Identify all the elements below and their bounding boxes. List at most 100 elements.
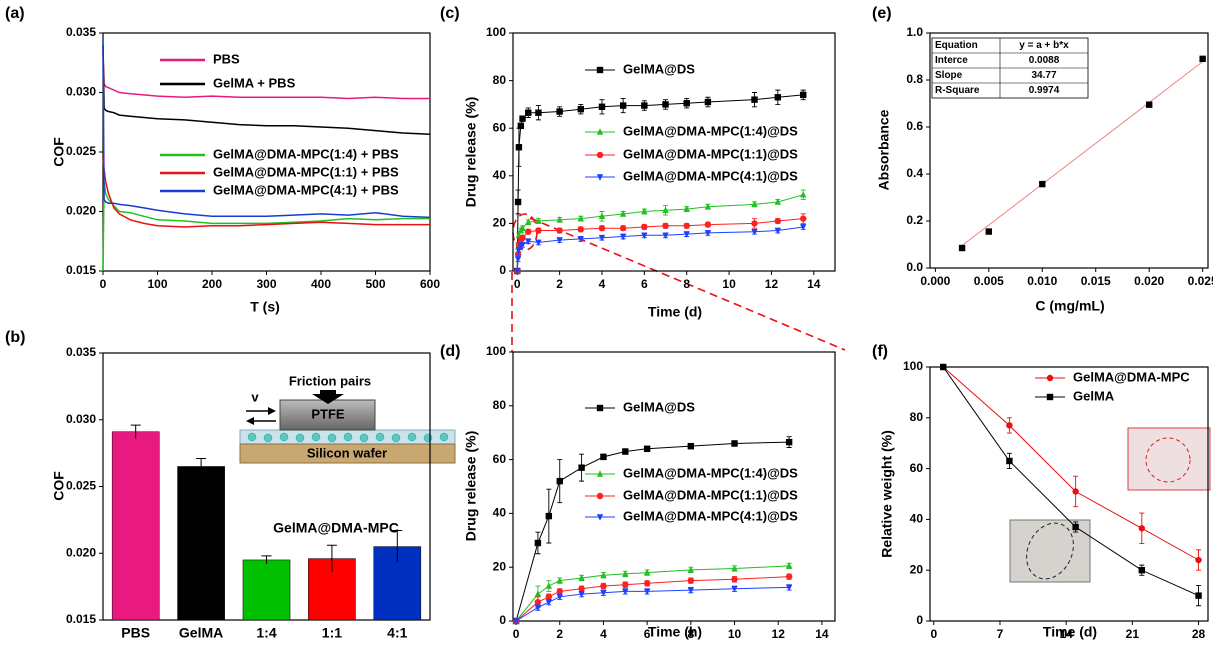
marker	[731, 586, 738, 593]
legend-marker	[1046, 374, 1054, 382]
bar	[242, 559, 291, 621]
marker	[534, 539, 542, 547]
legend-marker	[596, 151, 604, 159]
panel-label: (c)	[440, 5, 460, 22]
x-tick-label: 14	[807, 277, 821, 291]
bar	[111, 431, 160, 621]
marker	[643, 588, 651, 596]
y-tick-label: 0.020	[66, 545, 96, 559]
marker	[515, 144, 523, 151]
marker	[577, 236, 584, 243]
marker	[578, 464, 585, 471]
legend-marker	[596, 404, 604, 412]
marker	[683, 222, 690, 229]
marker	[641, 232, 648, 239]
x-tick-label: 14	[815, 627, 829, 641]
marker	[662, 206, 669, 214]
y-tick-label: 0	[499, 263, 506, 277]
y-tick-label: 100	[486, 344, 506, 358]
x-tick-label: 0.005	[974, 274, 1004, 288]
y-tick-label: 60	[493, 452, 507, 466]
x-tick-label: 0	[513, 627, 520, 641]
x-tick-label: 12	[772, 627, 786, 641]
marker	[598, 234, 606, 242]
y-tick-label: 0	[916, 613, 923, 627]
marker	[619, 102, 627, 109]
table-cell: Interce	[935, 55, 968, 66]
marker	[641, 207, 648, 215]
x-tick-label: 400	[311, 277, 331, 291]
marker	[514, 268, 521, 275]
marker	[622, 581, 629, 588]
marker	[556, 576, 563, 584]
marker	[774, 217, 782, 225]
marker	[535, 239, 542, 247]
marker	[577, 105, 584, 113]
annotation: GelMA@DMA-MPC	[273, 520, 399, 536]
marker	[800, 191, 807, 198]
legend-label: GelMA@DMA-MPC(1:4) + PBS	[213, 146, 399, 161]
y-tick-label: 80	[493, 73, 507, 87]
x-axis-label: Time (d)	[1043, 624, 1097, 640]
y-tick-label: 0.6	[906, 119, 923, 133]
x-tick-label: 0.025	[1188, 274, 1213, 288]
y-tick-label: 40	[493, 506, 507, 520]
marker	[641, 102, 648, 109]
marker	[622, 448, 629, 455]
x-tick-label: 0	[930, 627, 937, 641]
y-tick-label: 0.0	[906, 260, 923, 274]
series-line	[102, 50, 430, 100]
legend-label: PBS	[213, 51, 240, 66]
marker	[800, 215, 807, 222]
error-bar	[196, 457, 207, 475]
marker	[985, 228, 993, 235]
x-axis-label: T (s)	[250, 299, 280, 315]
y-tick-label: 1.0	[906, 25, 923, 39]
marker	[556, 216, 563, 223]
annotation: PTFE	[311, 406, 345, 421]
marker	[534, 590, 542, 597]
y-axis-label: Drug release (%)	[463, 431, 479, 541]
marker	[556, 108, 563, 115]
y-tick-label: 20	[493, 216, 507, 230]
marker	[751, 229, 758, 236]
marker	[578, 585, 585, 592]
marker	[683, 100, 690, 107]
y-tick-label: 100	[486, 25, 506, 39]
y-tick-label: 40	[493, 168, 507, 182]
plot-frame	[512, 32, 836, 272]
marker	[751, 220, 758, 227]
marker	[1072, 488, 1079, 495]
y-tick-label: 0.030	[66, 85, 96, 99]
marker	[687, 566, 695, 573]
table-cell: y = a + b*x	[1019, 40, 1069, 51]
x-axis-label: Time (h)	[648, 624, 702, 640]
marker	[519, 115, 526, 122]
marker	[534, 598, 542, 606]
marker	[662, 222, 669, 229]
arrowhead	[268, 407, 276, 415]
legend-label: GelMA@DMA-MPC(4:1)@DS	[623, 508, 798, 523]
y-tick-label: 60	[910, 461, 924, 475]
marker	[535, 227, 542, 234]
inset-outline	[1145, 437, 1191, 483]
legend-label: GelMA@DMA-MPC(1:1)@DS	[623, 146, 798, 161]
marker	[641, 223, 648, 231]
panel-label: (a)	[5, 5, 25, 22]
marker	[731, 564, 738, 572]
table-cell: 0.9974	[1029, 85, 1060, 96]
marker	[600, 582, 607, 590]
legend-marker	[596, 174, 604, 181]
marker	[619, 224, 627, 232]
marker	[751, 96, 758, 103]
marker	[1072, 523, 1079, 531]
legend-marker	[596, 514, 604, 521]
y-axis-label: COF	[51, 137, 67, 167]
marker	[517, 122, 525, 130]
marker	[545, 512, 553, 520]
marker	[556, 588, 563, 595]
marker	[704, 230, 712, 237]
table-cell: Equation	[935, 40, 978, 51]
panel-label: (e)	[872, 5, 892, 22]
x-tick-label: 0.010	[1027, 274, 1057, 288]
